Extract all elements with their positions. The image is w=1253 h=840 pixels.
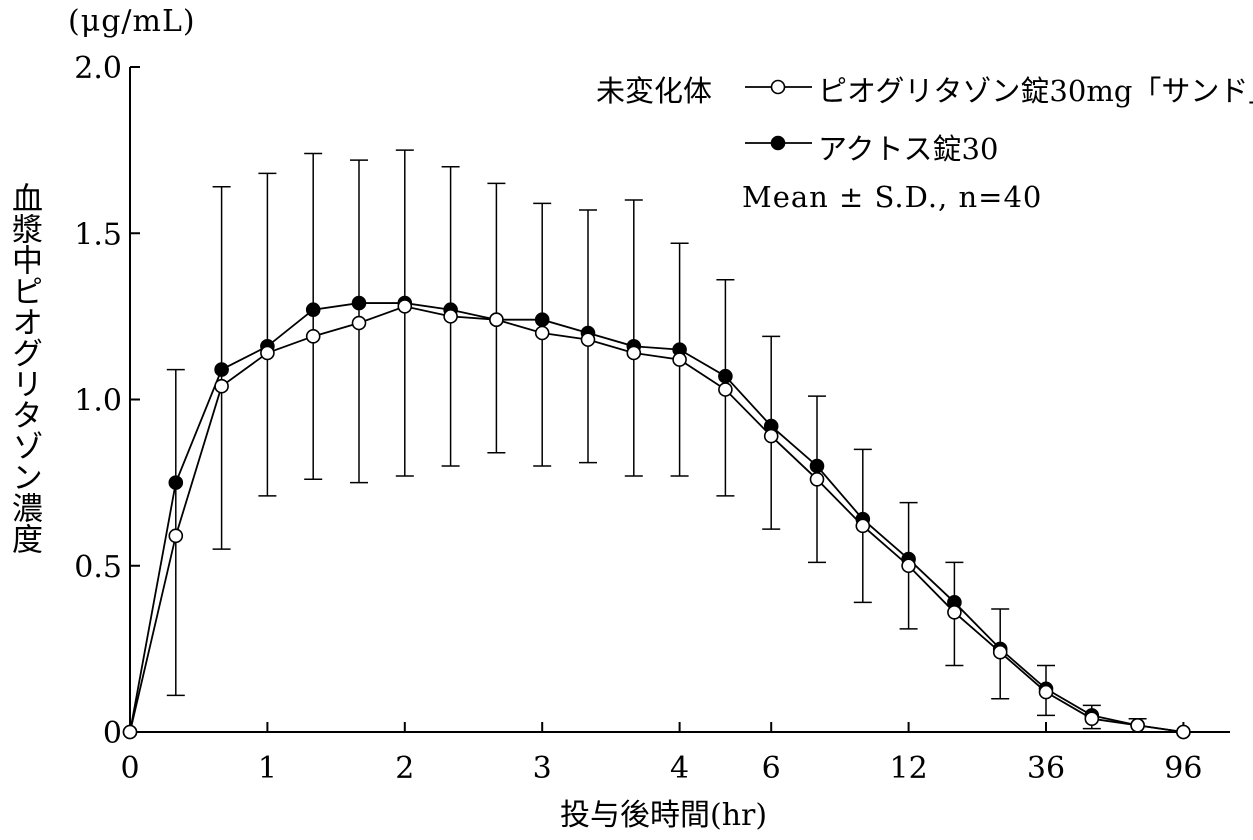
point-actos [809,458,825,474]
legend-label-sandoz: ピオグリタゾン錠30mg「サンド」 [818,74,1253,108]
point-actos [305,302,321,318]
x-ticks: 0 1 2 3 4 6 12 36 96 [120,722,1202,786]
point-sandoz [260,345,275,361]
point-sandoz [672,352,687,367]
y-ticks: 0 0.5 1.0 1.5 2.0 [74,51,140,751]
series-lines [129,302,1184,733]
legend-note: Mean ± S.D., n=40 [742,180,1043,214]
point-sandoz [1084,711,1100,727]
series-line [129,305,1184,733]
point-sandoz [763,428,779,444]
legend-heading: 未変化体 [596,74,713,108]
x-tick-label: 2 [395,751,414,786]
point-actos [718,368,733,384]
point-sandoz [901,558,916,574]
point-sandoz [718,382,733,397]
y-tick-label: 0 [103,716,122,751]
x-tick-label: 12 [890,751,928,786]
x-axis-label: 投与後時間(hr) [560,798,768,833]
point-sandoz [443,309,458,324]
legend-marks [745,79,812,151]
point-sandoz [809,471,825,487]
x-tick-label: 3 [533,751,552,786]
point-sandoz [1038,684,1054,700]
point-actos [168,475,184,490]
x-tick-label: 4 [670,751,689,786]
point-actos [214,362,229,377]
point-sandoz [580,332,596,347]
point-sandoz [168,528,184,544]
point-actos [534,312,550,328]
point-sandoz [351,315,367,331]
y-tick-label: 2.0 [74,51,122,86]
series-line [129,302,1184,733]
point-sandoz [992,644,1008,660]
x-tick-label: 1 [258,751,277,786]
point-sandoz [122,724,138,740]
point-sandoz [855,518,871,534]
legend-marker-open [770,79,786,95]
point-sandoz [397,299,413,314]
x-tick-label: 6 [762,751,781,786]
point-sandoz [489,312,504,328]
point-sandoz [1176,724,1191,740]
point-sandoz [1130,718,1145,733]
point-sandoz [214,378,229,394]
series-markers [122,295,1191,740]
point-sandoz [947,604,962,620]
point-sandoz [305,329,321,344]
x-tick-label: 36 [1027,751,1065,786]
legend-label-actos: アクトス錠30 [818,132,999,166]
point-actos [351,295,367,311]
point-sandoz [534,325,550,341]
y-tick-label: 1.0 [74,384,122,419]
x-tick-label: 0 [120,751,139,786]
y-unit-label: (μg/mL) [68,4,196,39]
y-axis-label: 血漿中ピオグリタゾン濃度 [6,182,42,554]
x-tick-label: 96 [1164,751,1202,786]
y-tick-label: 1.5 [74,217,122,252]
legend-marker-filled [770,135,786,151]
point-sandoz [626,345,642,361]
y-tick-label: 0.5 [74,550,122,585]
